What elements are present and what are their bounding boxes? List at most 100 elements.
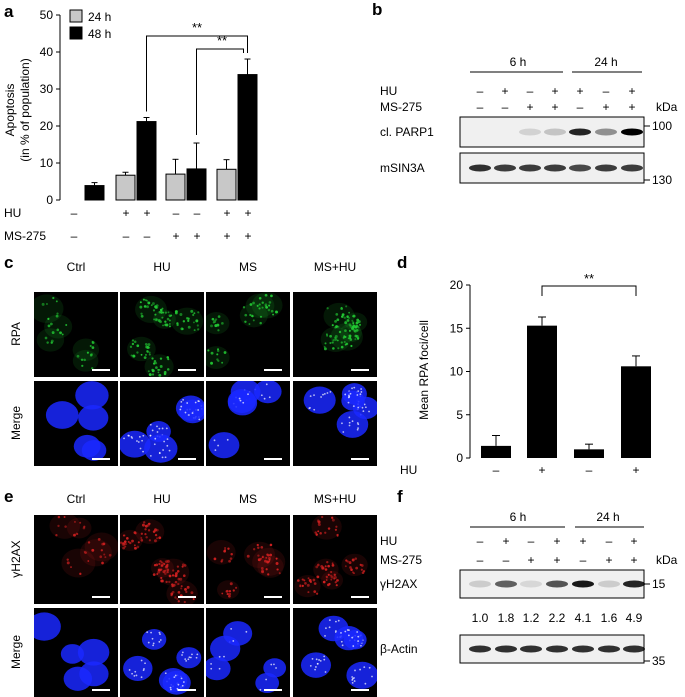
blot-time-label: 6 h	[510, 510, 527, 524]
focus	[194, 401, 197, 404]
focus	[330, 575, 334, 579]
focus	[278, 572, 281, 575]
row-label: Merge	[9, 634, 23, 669]
nucleus	[34, 612, 61, 641]
nucleus	[334, 626, 364, 651]
focus	[135, 674, 138, 677]
scale-bar	[178, 369, 196, 371]
focus	[170, 688, 172, 691]
focus	[210, 667, 213, 670]
focus	[162, 449, 164, 451]
focus	[353, 386, 356, 389]
focus	[120, 541, 123, 544]
focus	[363, 403, 366, 406]
focus	[331, 516, 334, 519]
focus	[166, 568, 170, 572]
blot-band	[621, 128, 643, 136]
focus	[127, 540, 130, 543]
nucleus	[300, 652, 332, 678]
blot-band	[469, 164, 491, 172]
focus	[319, 659, 322, 662]
focus	[364, 406, 367, 409]
focus	[358, 323, 362, 326]
nucleus-outline	[44, 314, 73, 339]
blot-band	[546, 580, 568, 588]
focus	[154, 437, 157, 440]
focus	[101, 561, 104, 565]
focus	[45, 303, 48, 305]
focus	[165, 564, 169, 568]
focus	[159, 633, 161, 635]
panel-c-label: c	[4, 253, 14, 272]
focus	[351, 636, 354, 639]
focus	[136, 351, 139, 354]
focus	[75, 532, 78, 535]
focus	[335, 620, 337, 623]
focus	[145, 536, 148, 539]
focus	[161, 316, 164, 319]
focus	[261, 570, 265, 574]
focus	[268, 556, 271, 560]
scale-bar	[264, 369, 282, 371]
focus	[221, 361, 224, 364]
focus	[159, 357, 163, 360]
blot-band	[621, 164, 643, 172]
focus	[139, 301, 142, 304]
column-header: Ctrl	[66, 260, 86, 274]
focus	[327, 573, 330, 576]
focus	[213, 557, 217, 561]
blot-band	[520, 645, 542, 653]
focus	[193, 312, 196, 315]
focus	[89, 353, 93, 357]
blot-quant-value: 1.6	[601, 611, 618, 625]
blot-band	[494, 164, 516, 172]
focus	[256, 543, 259, 547]
focus	[195, 656, 198, 659]
focus	[245, 630, 248, 633]
focus	[348, 311, 351, 314]
focus	[147, 370, 150, 373]
nucleus	[206, 656, 231, 681]
blot-hu-sign: +	[579, 534, 586, 548]
focus	[354, 669, 356, 672]
focus	[349, 566, 352, 569]
nucleus-outline	[36, 328, 65, 352]
blot-marker-label: 100	[652, 119, 672, 133]
blot-band	[572, 645, 594, 653]
focus	[86, 351, 89, 354]
focus	[328, 619, 331, 622]
focus	[355, 335, 359, 338]
focus	[162, 324, 164, 327]
a-ms-sign: –	[123, 229, 130, 243]
focus	[157, 319, 161, 323]
focus	[174, 574, 178, 578]
focus	[185, 659, 188, 662]
a-bar	[216, 168, 237, 201]
focus	[360, 388, 363, 390]
focus	[351, 558, 355, 562]
focus	[44, 336, 48, 340]
focus	[341, 644, 344, 647]
panel-b-label: b	[372, 0, 383, 19]
nucleus	[346, 661, 377, 689]
focus	[153, 443, 156, 446]
focus	[103, 553, 106, 556]
focus	[165, 580, 168, 584]
focus	[268, 558, 271, 561]
focus	[348, 424, 351, 427]
focus	[316, 592, 319, 595]
focus	[147, 343, 151, 347]
focus	[350, 568, 353, 571]
focus	[350, 344, 353, 348]
focus	[268, 396, 271, 399]
focus	[346, 629, 349, 631]
d-bar	[481, 445, 511, 458]
focus	[143, 305, 147, 308]
focus	[91, 346, 95, 349]
focus	[355, 322, 359, 325]
focus	[359, 668, 361, 671]
focus	[325, 579, 328, 581]
focus	[368, 666, 371, 669]
focus	[83, 358, 86, 362]
focus	[197, 409, 200, 411]
